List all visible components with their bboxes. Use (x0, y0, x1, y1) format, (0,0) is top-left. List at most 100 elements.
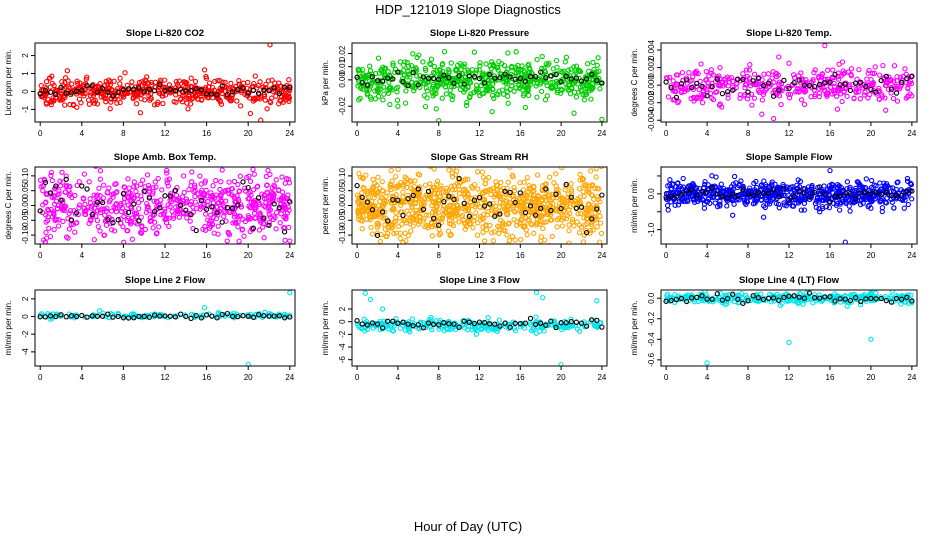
data-point (236, 188, 243, 194)
data-point (215, 223, 221, 229)
data-point (468, 91, 474, 97)
data-point (84, 74, 90, 80)
hourly-point (441, 72, 447, 78)
data-point (740, 184, 746, 190)
data-point (100, 195, 107, 201)
data-point (154, 230, 160, 236)
data-point (232, 205, 238, 211)
data-point (160, 211, 166, 217)
data-point (751, 81, 757, 87)
hourly-point (89, 313, 95, 319)
hourly-point (255, 312, 262, 318)
data-point (264, 182, 270, 188)
data-point (490, 238, 497, 244)
data-point (463, 102, 470, 109)
data-point (134, 183, 140, 189)
data-point (816, 73, 822, 80)
data-point (151, 198, 157, 204)
plot-frame (34, 289, 296, 367)
data-point (139, 313, 145, 320)
x-tick-label: 0 (355, 373, 360, 382)
data-point (571, 110, 577, 116)
data-point (132, 211, 138, 217)
data-point (825, 86, 831, 93)
hourly-point (517, 320, 523, 327)
data-point (47, 316, 53, 322)
data-point (522, 192, 529, 198)
data-point (228, 80, 234, 87)
hourly-point (94, 199, 101, 205)
x-tick-label: 12 (475, 251, 484, 260)
data-point (818, 73, 824, 79)
hourly-point (224, 205, 231, 211)
outlier-point (245, 361, 251, 366)
hourly-point (425, 188, 432, 195)
data-point (156, 90, 162, 96)
data-point (367, 78, 373, 84)
data-point (78, 100, 84, 106)
data-point (231, 211, 238, 217)
hourly-point (781, 186, 787, 192)
hourly-point (68, 217, 75, 223)
data-point (575, 81, 581, 87)
data-point (598, 230, 605, 237)
x-tick-label: 20 (557, 251, 566, 260)
panel-4: Slope Amb. Box Temp.degrees C per min.0 4… (4, 152, 296, 260)
data-point (387, 85, 394, 92)
y-tick-label: -2 (21, 330, 30, 338)
data-point (132, 94, 139, 100)
data-point (86, 179, 92, 185)
data-point (589, 182, 596, 188)
data-point (73, 220, 79, 226)
data-point (846, 203, 852, 209)
hourly-point (37, 314, 43, 320)
data-point (76, 202, 83, 208)
data-point (93, 167, 99, 169)
hourly-point (543, 322, 549, 328)
data-point (45, 206, 51, 213)
data-point (760, 214, 767, 220)
hourly-point (573, 319, 580, 325)
data-point (434, 178, 441, 184)
hourly-point (79, 87, 85, 93)
data-point (547, 192, 553, 198)
data-point (417, 214, 423, 221)
data-point (425, 212, 432, 218)
hourly-point (141, 313, 147, 320)
hourly-point (663, 79, 669, 85)
x-tick-label: 20 (557, 129, 566, 138)
data-point (517, 84, 523, 91)
hourly-point (42, 314, 49, 320)
hourly-point (79, 183, 85, 189)
data-point (505, 221, 512, 227)
data-point (137, 110, 144, 116)
data-point (109, 192, 115, 198)
hourly-point (281, 315, 288, 321)
data-point (179, 99, 186, 105)
data-point (790, 203, 797, 209)
hourly-point (451, 196, 457, 203)
data-point (226, 190, 232, 197)
data-point (420, 199, 426, 205)
data-point (125, 176, 131, 182)
hourly-point (115, 313, 121, 320)
data-point (838, 91, 844, 97)
data-point (247, 178, 254, 185)
hourly-point (456, 175, 462, 182)
data-point (219, 90, 225, 97)
data-point (411, 216, 417, 223)
data-point (271, 192, 277, 198)
data-point (452, 171, 459, 178)
data-point (517, 219, 523, 226)
data-point (475, 89, 482, 95)
data-point (218, 179, 224, 185)
data-point (393, 230, 400, 236)
data-point (513, 49, 519, 55)
data-point (798, 97, 805, 103)
hourly-point (359, 194, 365, 201)
data-point (94, 217, 101, 224)
data-point (137, 229, 144, 236)
data-point (240, 216, 246, 222)
